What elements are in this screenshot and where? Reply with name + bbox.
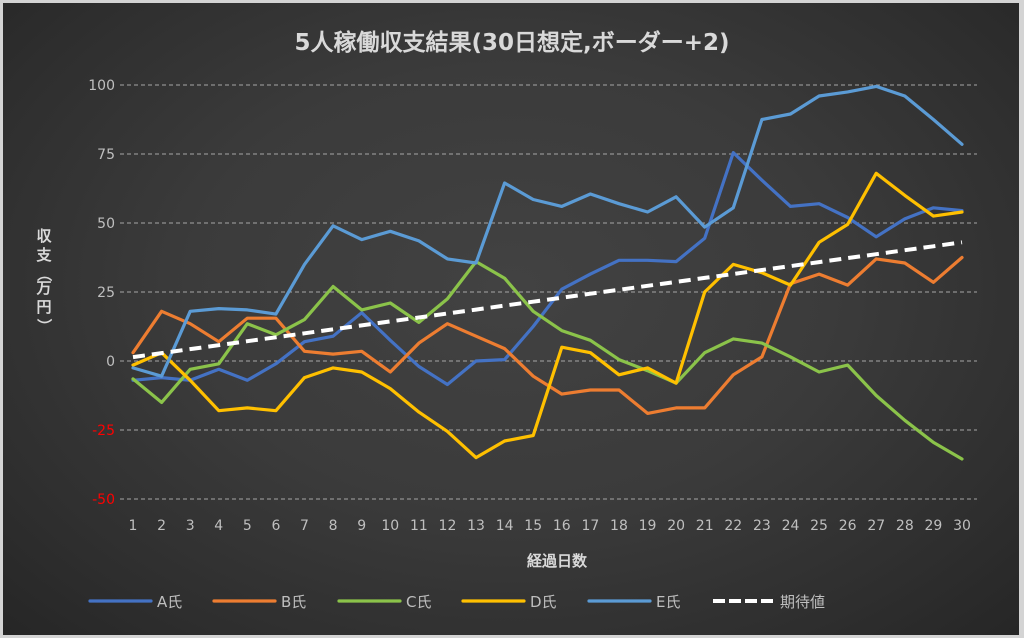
x-tick-label: 8 (329, 518, 338, 534)
x-axis-title: 経過日数 (527, 552, 588, 570)
x-tick-label: 23 (753, 518, 771, 534)
y-axis-title-char: 円 (36, 298, 51, 316)
y-tick-label: 0 (106, 354, 115, 370)
chart-title: 5人稼働収支結果(30日想定,ボーダー+2) (294, 29, 729, 56)
x-tick-label: 5 (243, 518, 252, 534)
x-tick-label: 17 (581, 518, 599, 534)
x-tick-label: 19 (639, 518, 657, 534)
x-tick-label: 26 (839, 518, 857, 534)
gridlines (120, 84, 977, 500)
x-tick-label: 21 (696, 518, 714, 534)
y-axis-ticks: 100 75 50 25 0 -25 -50 (88, 78, 115, 508)
legend-label: B氏 (281, 593, 306, 611)
y-axis-title: 収支 （万円 ） (35, 227, 53, 334)
x-tick-label: 2 (157, 518, 166, 534)
legend-item: A氏 (88, 593, 182, 611)
x-tick-label: 13 (467, 518, 485, 534)
x-tick-label: 18 (610, 518, 628, 534)
x-tick-label: 29 (924, 518, 942, 534)
legend-item: C氏 (337, 593, 431, 611)
legend-item: 期待値 (713, 593, 825, 611)
x-tick-label: 20 (667, 518, 685, 534)
x-tick-label: 4 (214, 518, 223, 534)
legend-item: D氏 (461, 593, 557, 611)
x-tick-label: 16 (553, 518, 571, 534)
x-tick-label: 22 (724, 518, 742, 534)
y-axis-title-char: ） (35, 318, 53, 333)
y-axis-title-char: 収 (36, 227, 52, 245)
x-axis-ticks: 1 2 3 4 5 6 7 8 9 10 11 12 13 14 15 16 17 18 19 20 21 22 23 24 2… (129, 518, 971, 534)
legend-label: E氏 (656, 593, 680, 611)
series-line-4 (131, 171, 964, 460)
x-tick-label: 6 (271, 518, 280, 534)
x-tick-label: 28 (896, 518, 914, 534)
y-axis-title-char: （ (35, 266, 53, 281)
y-tick-label: -50 (92, 492, 115, 508)
legend-label: A氏 (157, 593, 182, 611)
line-chart: 5人稼働収支結果(30日想定,ボーダー+2) 1007550250-25-50 … (35, 29, 977, 611)
x-tick-label: 11 (410, 518, 428, 534)
x-tick-label: 24 (782, 518, 800, 534)
x-tick-label: 10 (381, 518, 399, 534)
series-line-1 (131, 151, 964, 387)
legend: A氏 B氏 C氏 D氏 E氏 期待値 (88, 593, 825, 611)
x-tick-label: 12 (439, 518, 457, 534)
series-lines (131, 84, 964, 461)
series-line-5 (131, 84, 964, 378)
legend-item: E氏 (587, 593, 680, 611)
y-axis-title-char: 支 (35, 246, 52, 264)
y-tick-label: 75 (97, 147, 115, 163)
x-tick-label: 15 (524, 518, 542, 534)
x-tick-label: 30 (953, 518, 971, 534)
y-axis-title-char: 万 (35, 279, 51, 297)
x-tick-label: 14 (496, 518, 514, 534)
legend-label: D氏 (530, 593, 557, 611)
series-line-3 (131, 260, 964, 461)
legend-item: B氏 (212, 593, 306, 611)
x-tick-label: 1 (129, 518, 138, 534)
x-tick-label: 3 (186, 518, 195, 534)
y-tick-label: -25 (92, 423, 115, 439)
x-tick-label: 25 (810, 518, 828, 534)
x-tick-label: 9 (357, 518, 366, 534)
series-line-6 (132, 240, 963, 360)
y-tick-label: 25 (97, 285, 115, 301)
y-tick-label: 100 (88, 78, 115, 94)
series-line-2 (131, 255, 964, 415)
legend-label: C氏 (406, 593, 431, 611)
legend-label: 期待値 (780, 593, 825, 611)
y-tick-label: 50 (97, 216, 115, 232)
x-tick-label: 7 (300, 518, 309, 534)
x-tick-label: 27 (867, 518, 885, 534)
